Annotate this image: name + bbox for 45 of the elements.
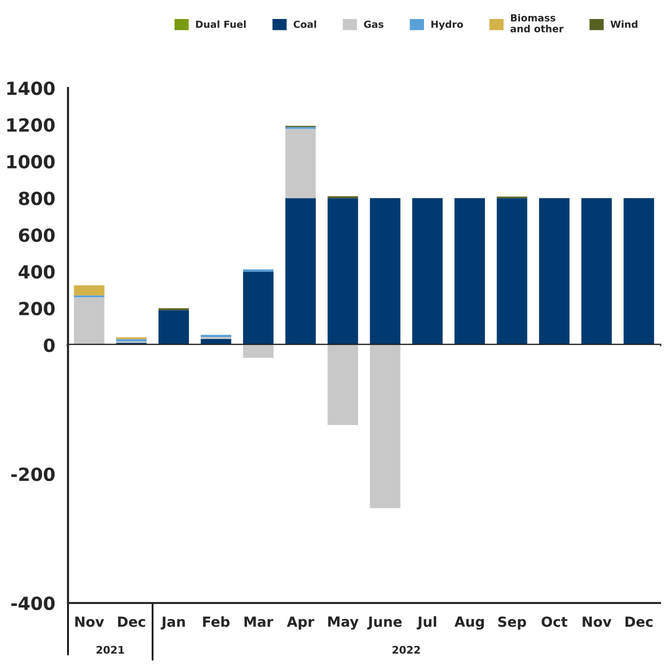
x-tick-label: Dec bbox=[118, 616, 146, 627]
legend-label: Hydro bbox=[431, 20, 464, 30]
bar bbox=[74, 285, 104, 296]
y-tick-label: -200 bbox=[11, 467, 55, 482]
x-tick-label: Mar bbox=[244, 616, 274, 627]
bar bbox=[200, 334, 232, 338]
x-tick-label: Aug bbox=[454, 616, 484, 630]
y-tick-label: 600 bbox=[18, 228, 55, 242]
legend-label: Biomass and other bbox=[510, 14, 564, 32]
y-tick-label: 1000 bbox=[7, 154, 55, 169]
x-tick-label: June bbox=[367, 616, 402, 630]
y-tick-label: 800 bbox=[18, 192, 55, 206]
bar bbox=[243, 269, 274, 272]
text: 2021 bbox=[96, 646, 124, 654]
bar bbox=[74, 297, 104, 345]
bar bbox=[285, 198, 316, 345]
bar bbox=[412, 198, 443, 345]
bar bbox=[158, 310, 189, 345]
legend-label: Coal bbox=[294, 20, 316, 28]
x-tick-label: Jul bbox=[416, 616, 436, 630]
y-tick-label: -400 bbox=[11, 596, 55, 610]
x-tick-label: Nov bbox=[75, 616, 104, 627]
y-tick-label: 1200 bbox=[7, 118, 55, 132]
bar bbox=[624, 198, 654, 345]
x-tick-label: Nov bbox=[582, 616, 612, 627]
bar bbox=[581, 198, 612, 345]
bar bbox=[496, 198, 528, 345]
x-tick-label: Apr bbox=[286, 616, 314, 630]
legend-label: Gas bbox=[364, 20, 384, 28]
y-tick-label: 0 bbox=[44, 338, 55, 352]
text: 2022 bbox=[392, 646, 420, 654]
legend-label: Dual Fuel bbox=[196, 20, 246, 28]
legend-label: Wind bbox=[610, 20, 638, 28]
bar bbox=[454, 198, 485, 345]
x-tick-label: Jan bbox=[160, 616, 185, 630]
x-tick-label: Dec bbox=[626, 616, 653, 627]
y-tick-label: 1400 bbox=[7, 81, 55, 96]
x-tick-label: Oct bbox=[542, 616, 568, 627]
y-tick-label: 400 bbox=[18, 265, 55, 279]
bar bbox=[539, 198, 570, 345]
x-tick-label: Feb bbox=[203, 616, 230, 627]
x-tick-label: Sep bbox=[498, 616, 526, 630]
bar bbox=[285, 128, 316, 198]
y-tick-label: 200 bbox=[19, 302, 55, 316]
x-tick-label: May bbox=[328, 616, 359, 630]
